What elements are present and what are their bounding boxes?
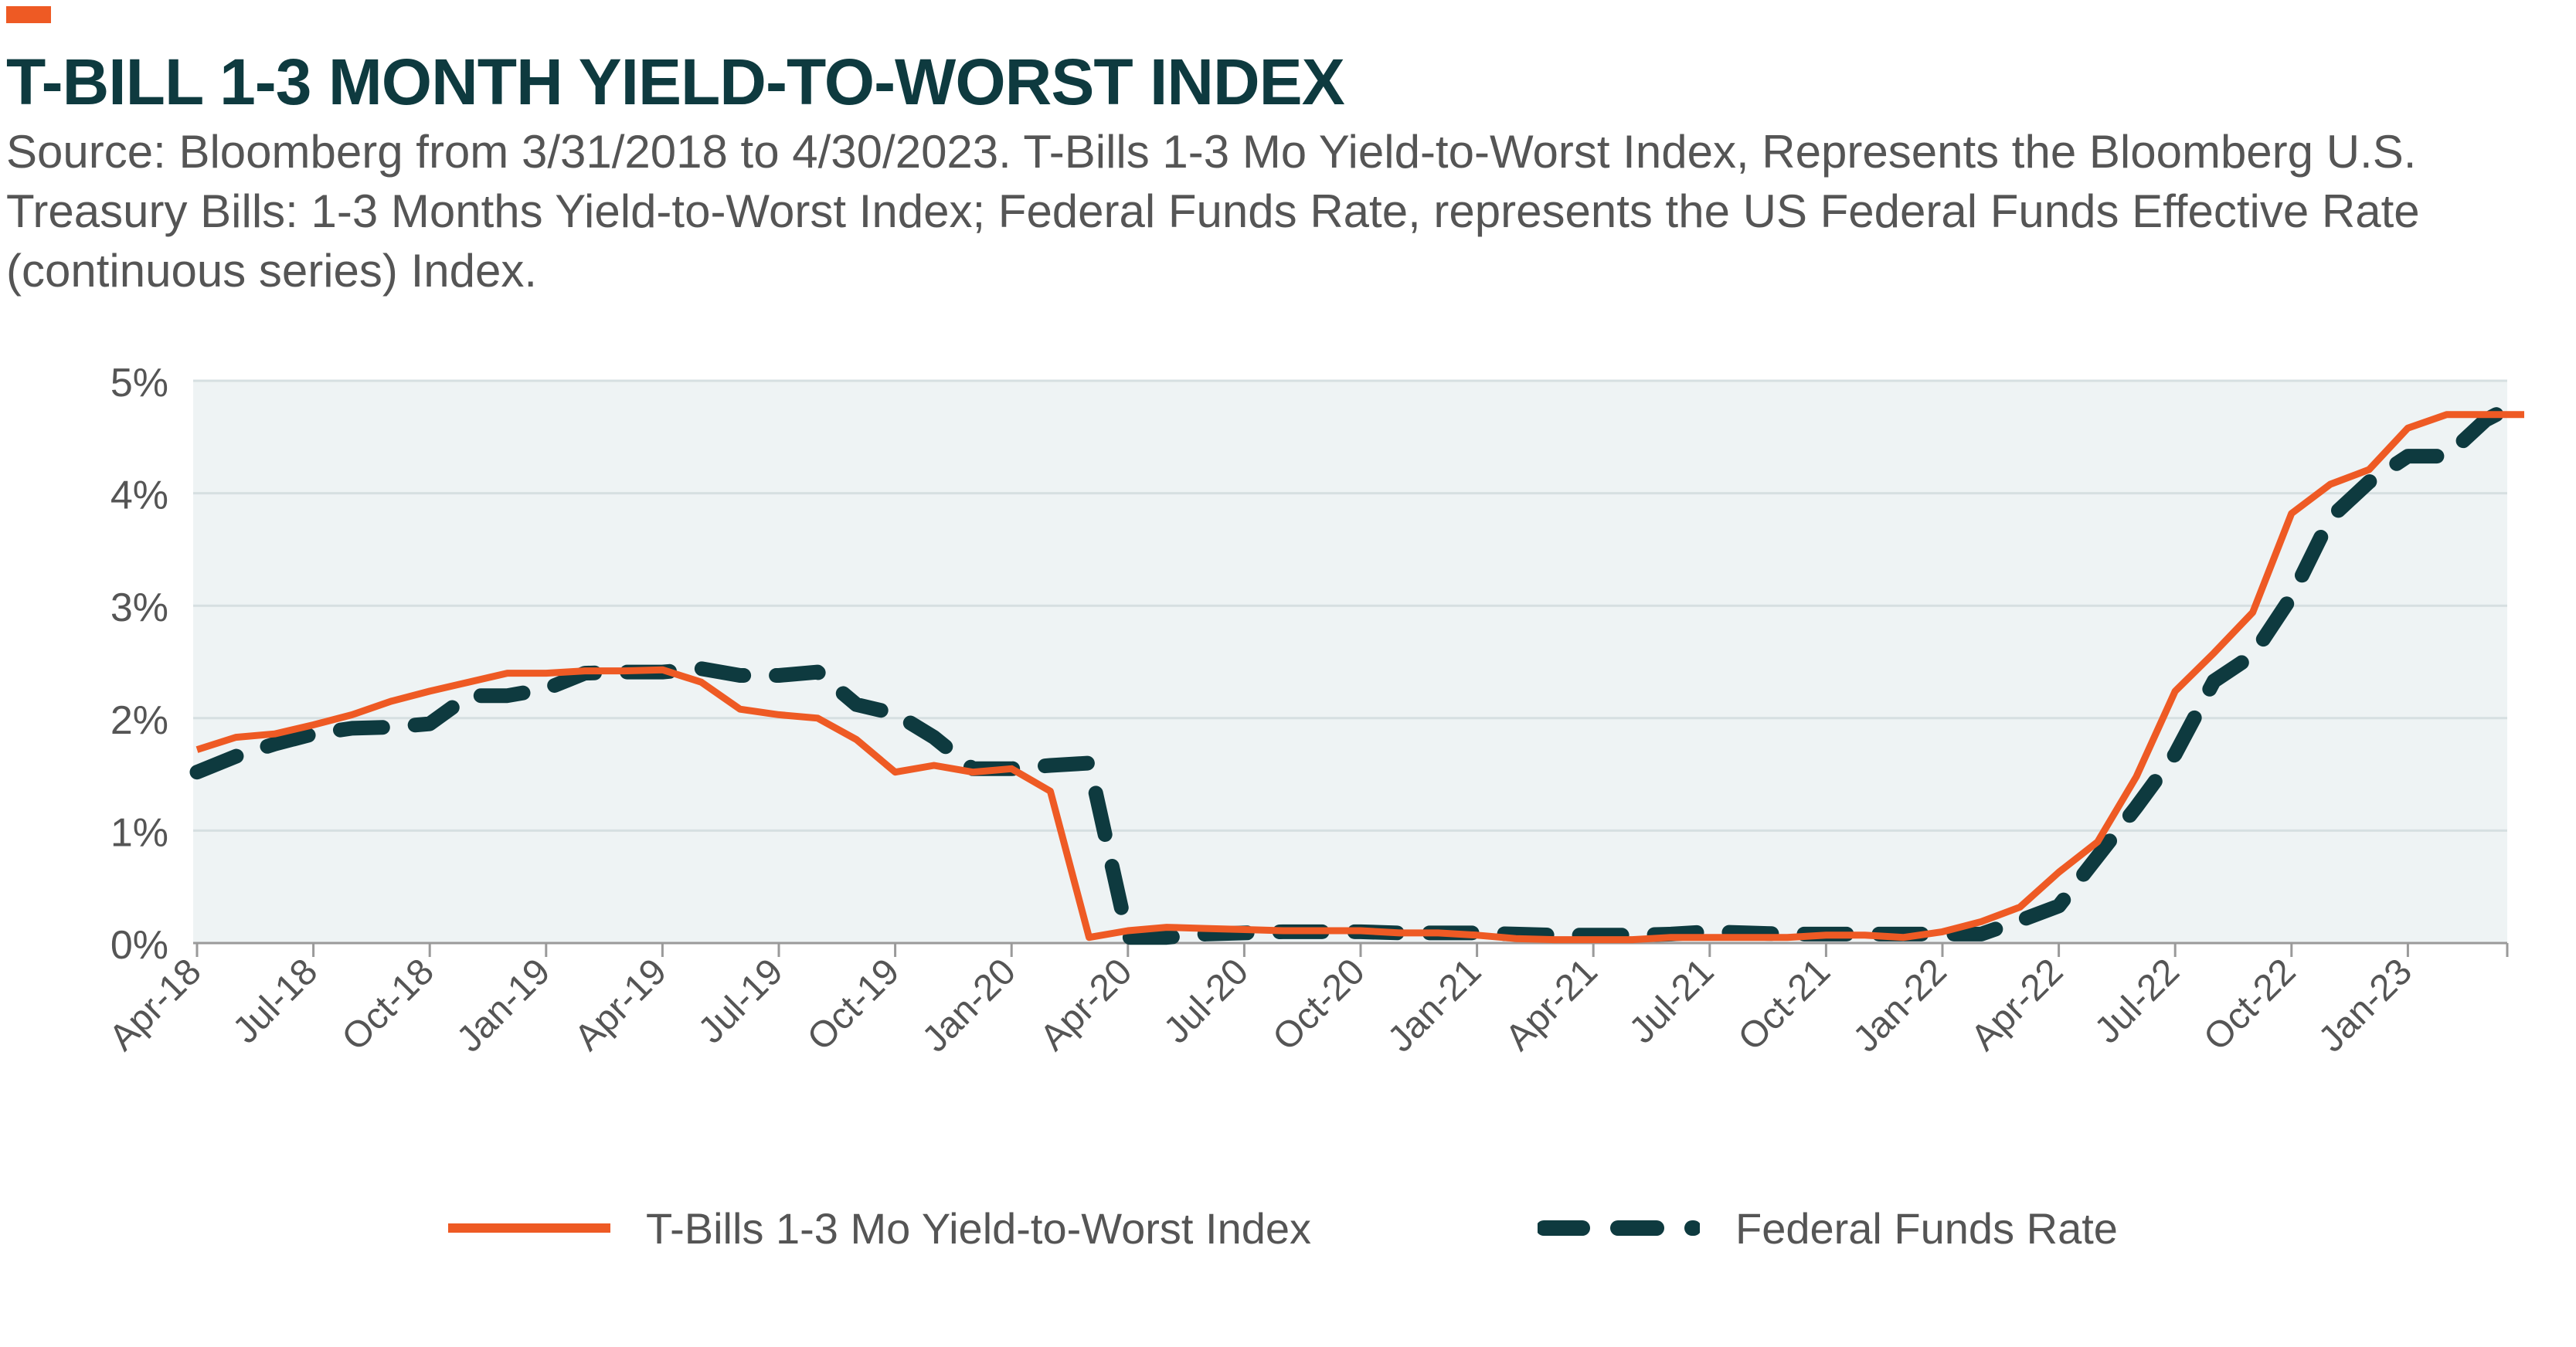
x-tick-label: Jan-21 (1380, 951, 1489, 1060)
x-tick-label: Jul-21 (1622, 951, 1722, 1051)
accent-bar (6, 6, 51, 23)
x-tick-label: Jan-19 (449, 951, 558, 1060)
x-tick-label: Jul-19 (691, 951, 791, 1051)
x-tick-label: Jan-22 (1846, 951, 1955, 1060)
x-tick-label: Apr-20 (1032, 951, 1140, 1058)
y-axis-tick-labels: 0% 1% 2% 3% 4% 5% (110, 361, 168, 968)
legend: T-Bills 1-3 Mo Yield-to-Worst Index Fede… (0, 1193, 2576, 1263)
legend-item-fed: Federal Funds Rate (1536, 1193, 2118, 1263)
y-tick-label: 3% (110, 585, 168, 630)
gridlines (193, 379, 2507, 832)
legend-label-tbill: T-Bills 1-3 Mo Yield-to-Worst Index (646, 1203, 1312, 1253)
x-tick-label: Jul-20 (1156, 951, 1256, 1051)
legend-swatch-tbill (448, 1193, 610, 1263)
series-layer (189, 392, 2532, 945)
plot-background (193, 381, 2507, 943)
x-tick-label: Oct-20 (1265, 951, 1372, 1058)
solid-line-swatch (448, 1223, 610, 1233)
x-tick-label: Jan-23 (2311, 951, 2420, 1060)
y-tick-label: 5% (110, 361, 168, 405)
line-chart: 0% 1% 2% 3% 4% 5% Apr-18 Jul-18 Oct-18 Jan-19 Apr… (101, 361, 2532, 1060)
x-tick-label: Apr-19 (567, 951, 675, 1058)
series-line-tbill-yield (195, 411, 2524, 944)
legend-swatch-fed (1536, 1193, 1701, 1263)
x-tick-label: Apr-21 (1498, 951, 1606, 1058)
x-tick-label: Jul-22 (2087, 951, 2187, 1051)
x-tick-label: Oct-19 (800, 951, 907, 1058)
legend-item-tbill: T-Bills 1-3 Mo Yield-to-Worst Index (448, 1193, 1311, 1263)
x-tick-label: Oct-21 (1731, 951, 1838, 1058)
y-tick-label: 2% (110, 698, 168, 743)
x-tick-label: Apr-22 (1963, 951, 2071, 1058)
x-tick-label: Oct-18 (335, 951, 442, 1058)
x-axis-tick-labels: Apr-18 Jul-18 Oct-18 Jan-19 Apr-19 Jul-19 Oct-… (101, 951, 2420, 1060)
y-tick-label: 1% (110, 810, 168, 855)
x-tick-label: Oct-22 (2196, 951, 2303, 1058)
x-tick-label: Jan-20 (915, 951, 1024, 1060)
chart-title: T-BILL 1-3 MONTH YIELD-TO-WORST INDEX (6, 46, 1345, 118)
dashed-line-swatch (1536, 1220, 1701, 1236)
axes (193, 942, 2509, 957)
y-tick-label: 4% (110, 473, 168, 518)
chart-subtitle: Source: Bloomberg from 3/31/2018 to 4/30… (6, 126, 2420, 297)
y-tick-label: 0% (110, 923, 168, 968)
x-tick-label: Jul-18 (225, 951, 325, 1051)
legend-label-fed: Federal Funds Rate (1735, 1203, 2118, 1253)
